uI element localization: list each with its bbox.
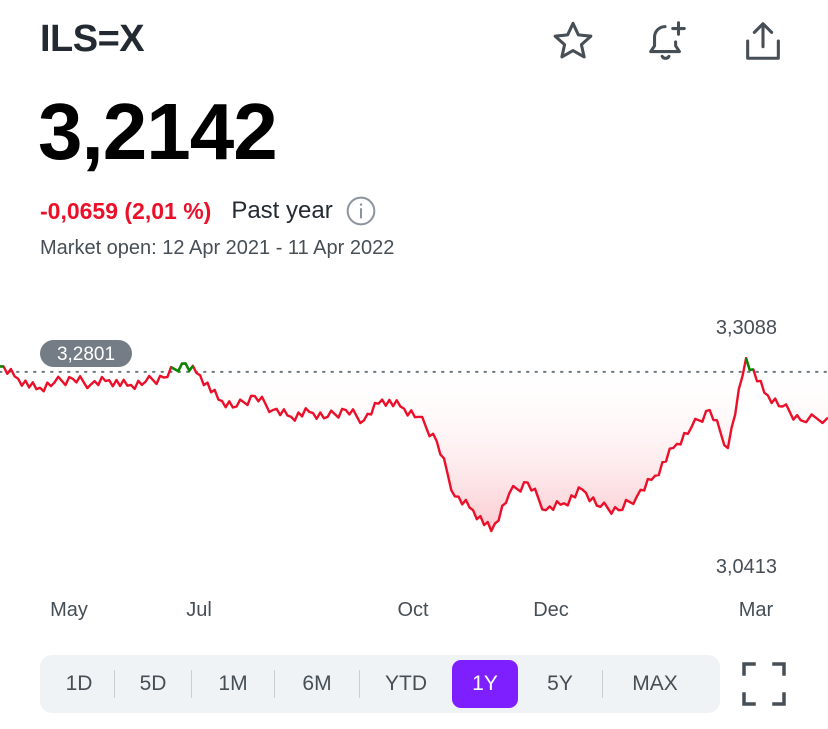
range-separator (274, 670, 275, 698)
range-separator (359, 670, 360, 698)
range-max[interactable]: MAX (632, 672, 678, 695)
ticker-symbol: ILS=X (40, 18, 145, 60)
range-6m[interactable]: 6M (302, 672, 332, 695)
range-1m[interactable]: 1M (218, 672, 248, 695)
info-icon[interactable] (345, 195, 377, 227)
current-price: 3,2142 (38, 87, 278, 176)
low-label: 3,0413 (716, 556, 777, 578)
price-line-segment-above-reference (744, 357, 754, 372)
star-icon[interactable] (548, 16, 598, 66)
x-tick-may: May (50, 599, 88, 620)
x-tick-mar: Mar (739, 599, 774, 620)
price-line (0, 356, 828, 533)
bell-plus-icon[interactable] (642, 16, 692, 66)
x-tick-jul: Jul (186, 599, 212, 620)
price-line-above-reference (0, 357, 754, 373)
price-chart[interactable]: 3,2801 3,3088 3,0413 May Jul Oct Dec Mar (0, 300, 828, 620)
share-icon[interactable] (738, 16, 788, 66)
range-selector: 1D 5D 1M 6M YTD 1Y 5Y MAX (40, 655, 720, 713)
reference-label: 3,2801 (57, 344, 115, 365)
market-status: Market open: 12 Apr 2021 - 11 Apr 2022 (40, 237, 395, 259)
high-label: 3,3088 (716, 317, 777, 339)
change-row: -0,0659 (2,01 %) Past year (40, 194, 377, 228)
range-separator (114, 670, 115, 698)
range-separator (191, 670, 192, 698)
range-1d[interactable]: 1D (65, 672, 93, 695)
header: ILS=X (0, 0, 828, 90)
range-5y[interactable]: 5Y (547, 672, 573, 695)
range-5d[interactable]: 5D (139, 672, 167, 695)
price-change: -0,0659 (2,01 %) (40, 197, 212, 224)
reference-badge: 3,2801 (40, 340, 132, 367)
price-line-segment-above-reference (170, 362, 194, 373)
range-ytd[interactable]: YTD (385, 672, 427, 695)
x-tick-dec: Dec (533, 599, 569, 620)
chart-area-fill (0, 358, 828, 531)
range-1y[interactable]: 1Y (452, 660, 518, 708)
fullscreen-icon[interactable] (740, 660, 788, 708)
period-label: Past year (231, 197, 333, 224)
range-separator (602, 670, 603, 698)
x-tick-oct: Oct (397, 599, 429, 620)
